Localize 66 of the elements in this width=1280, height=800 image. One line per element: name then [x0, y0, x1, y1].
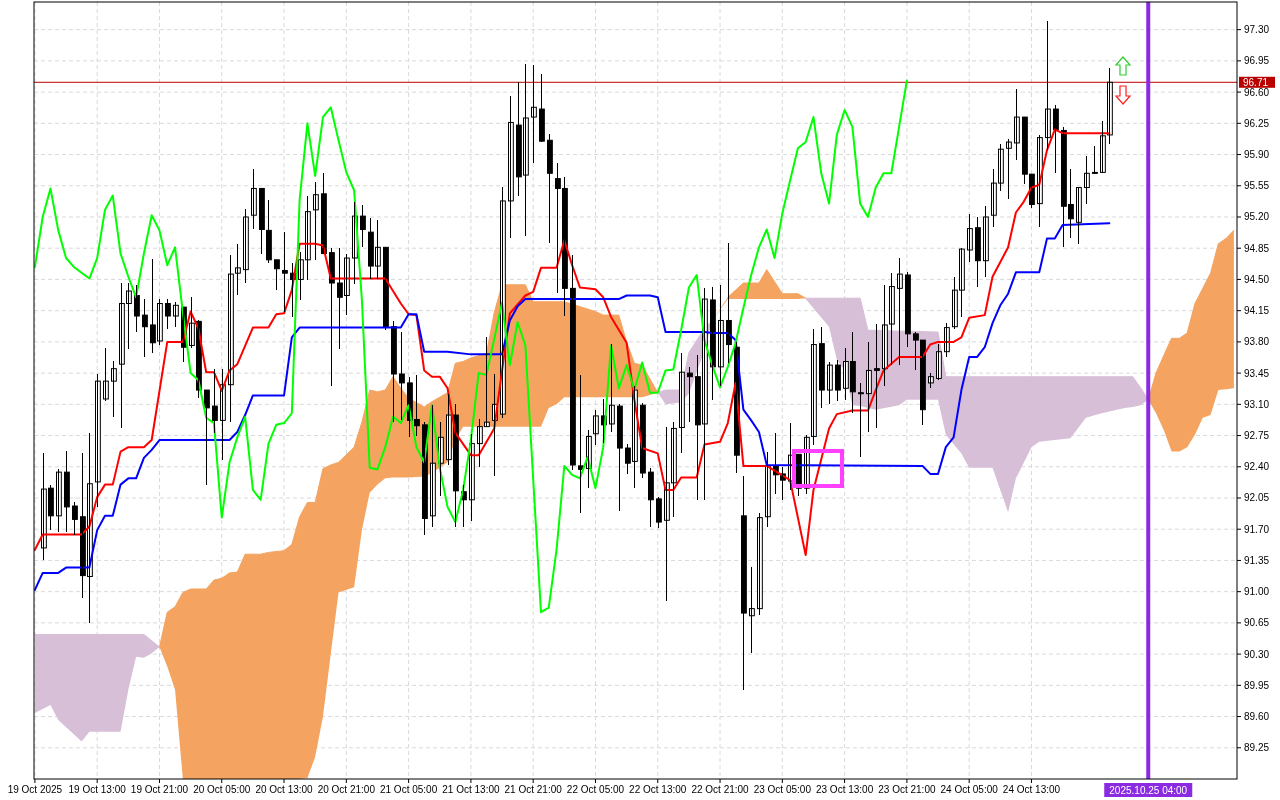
y-tick-label: 95.20 [1244, 211, 1270, 223]
x-tick-label: 21 Oct 05:00 [379, 784, 438, 795]
ref-line-label: 2025.10.25 04:00 [1109, 785, 1188, 796]
y-tick-label: 95.90 [1244, 149, 1270, 161]
y-tick-label: 96.25 [1244, 117, 1270, 129]
candlestick [928, 372, 934, 389]
x-tick-label: 21 Oct 21:00 [504, 784, 563, 795]
candlestick [399, 331, 405, 421]
candlestick [360, 204, 366, 248]
candlestick [1014, 88, 1020, 161]
candlestick [687, 366, 693, 423]
y-tick-label: 95.55 [1244, 180, 1270, 192]
candlestick [111, 360, 117, 418]
y-tick-label: 93.10 [1244, 398, 1270, 410]
y-tick-label: 91.70 [1244, 523, 1270, 535]
y-tick-label: 90.30 [1244, 648, 1270, 660]
candlestick [874, 323, 880, 429]
candlestick [313, 181, 319, 261]
y-tick-label: 93.80 [1244, 336, 1270, 348]
y-tick-label: 94.15 [1244, 305, 1270, 317]
candlestick [173, 301, 179, 328]
x-tick-label: 21 Oct 13:00 [442, 784, 500, 795]
ref-line-label: 96.71 [1243, 76, 1269, 88]
y-tick-label: 93.45 [1244, 367, 1270, 379]
y-tick-label: 92.75 [1244, 430, 1270, 442]
candlestick [212, 368, 218, 434]
y-tick-label: 97.30 [1244, 24, 1270, 36]
y-tick-label: 92.05 [1244, 492, 1270, 504]
candlestick [103, 347, 109, 402]
x-tick-label: 23 Oct 13:00 [815, 784, 874, 795]
x-tick-label: 24 Oct 05:00 [940, 784, 999, 795]
candlestick [165, 298, 171, 329]
x-tick-label: 22 Oct 13:00 [629, 784, 687, 795]
y-tick-label: 92.40 [1244, 461, 1270, 473]
y-tick-label: 91.35 [1244, 554, 1270, 566]
x-tick-label: 19 Oct 2025 [7, 784, 63, 795]
y-tick-label: 94.85 [1244, 242, 1270, 254]
y-tick-label: 89.60 [1244, 711, 1270, 723]
x-tick-label: 22 Oct 21:00 [691, 784, 750, 795]
x-tick-label: 23 Oct 05:00 [753, 784, 812, 795]
line-series [34, 79, 908, 614]
y-tick-label: 91.00 [1244, 586, 1270, 598]
y-tick-label: 96.60 [1244, 86, 1270, 98]
x-tick-label: 20 Oct 13:00 [255, 784, 314, 795]
x-tick-label: 19 Oct 13:00 [68, 784, 127, 795]
candlestick [858, 382, 864, 458]
candlestick [282, 231, 288, 313]
candlestick [897, 257, 903, 366]
x-tick-label: 19 Oct 21:00 [130, 784, 189, 795]
x-tick-label: 23 Oct 21:00 [878, 784, 936, 795]
candlestick [827, 361, 833, 405]
y-tick-label: 94.50 [1244, 273, 1270, 285]
candlestick [1006, 138, 1012, 200]
x-tick-label: 22 Oct 05:00 [566, 784, 625, 795]
x-tick-label: 24 Oct 13:00 [1002, 784, 1061, 795]
x-tick-label: 20 Oct 05:00 [193, 784, 251, 795]
y-tick-label: 89.25 [1244, 742, 1270, 754]
y-tick-label: 96.95 [1244, 55, 1270, 67]
y-tick-label: 89.95 [1244, 679, 1270, 691]
candlestick [835, 359, 841, 402]
candlestick [72, 501, 78, 536]
y-tick-label: 90.65 [1244, 617, 1270, 629]
candlestick [1092, 145, 1098, 175]
line-series [34, 222, 1111, 591]
x-tick-label: 20 Oct 21:00 [317, 784, 376, 795]
candlestick [142, 298, 148, 358]
